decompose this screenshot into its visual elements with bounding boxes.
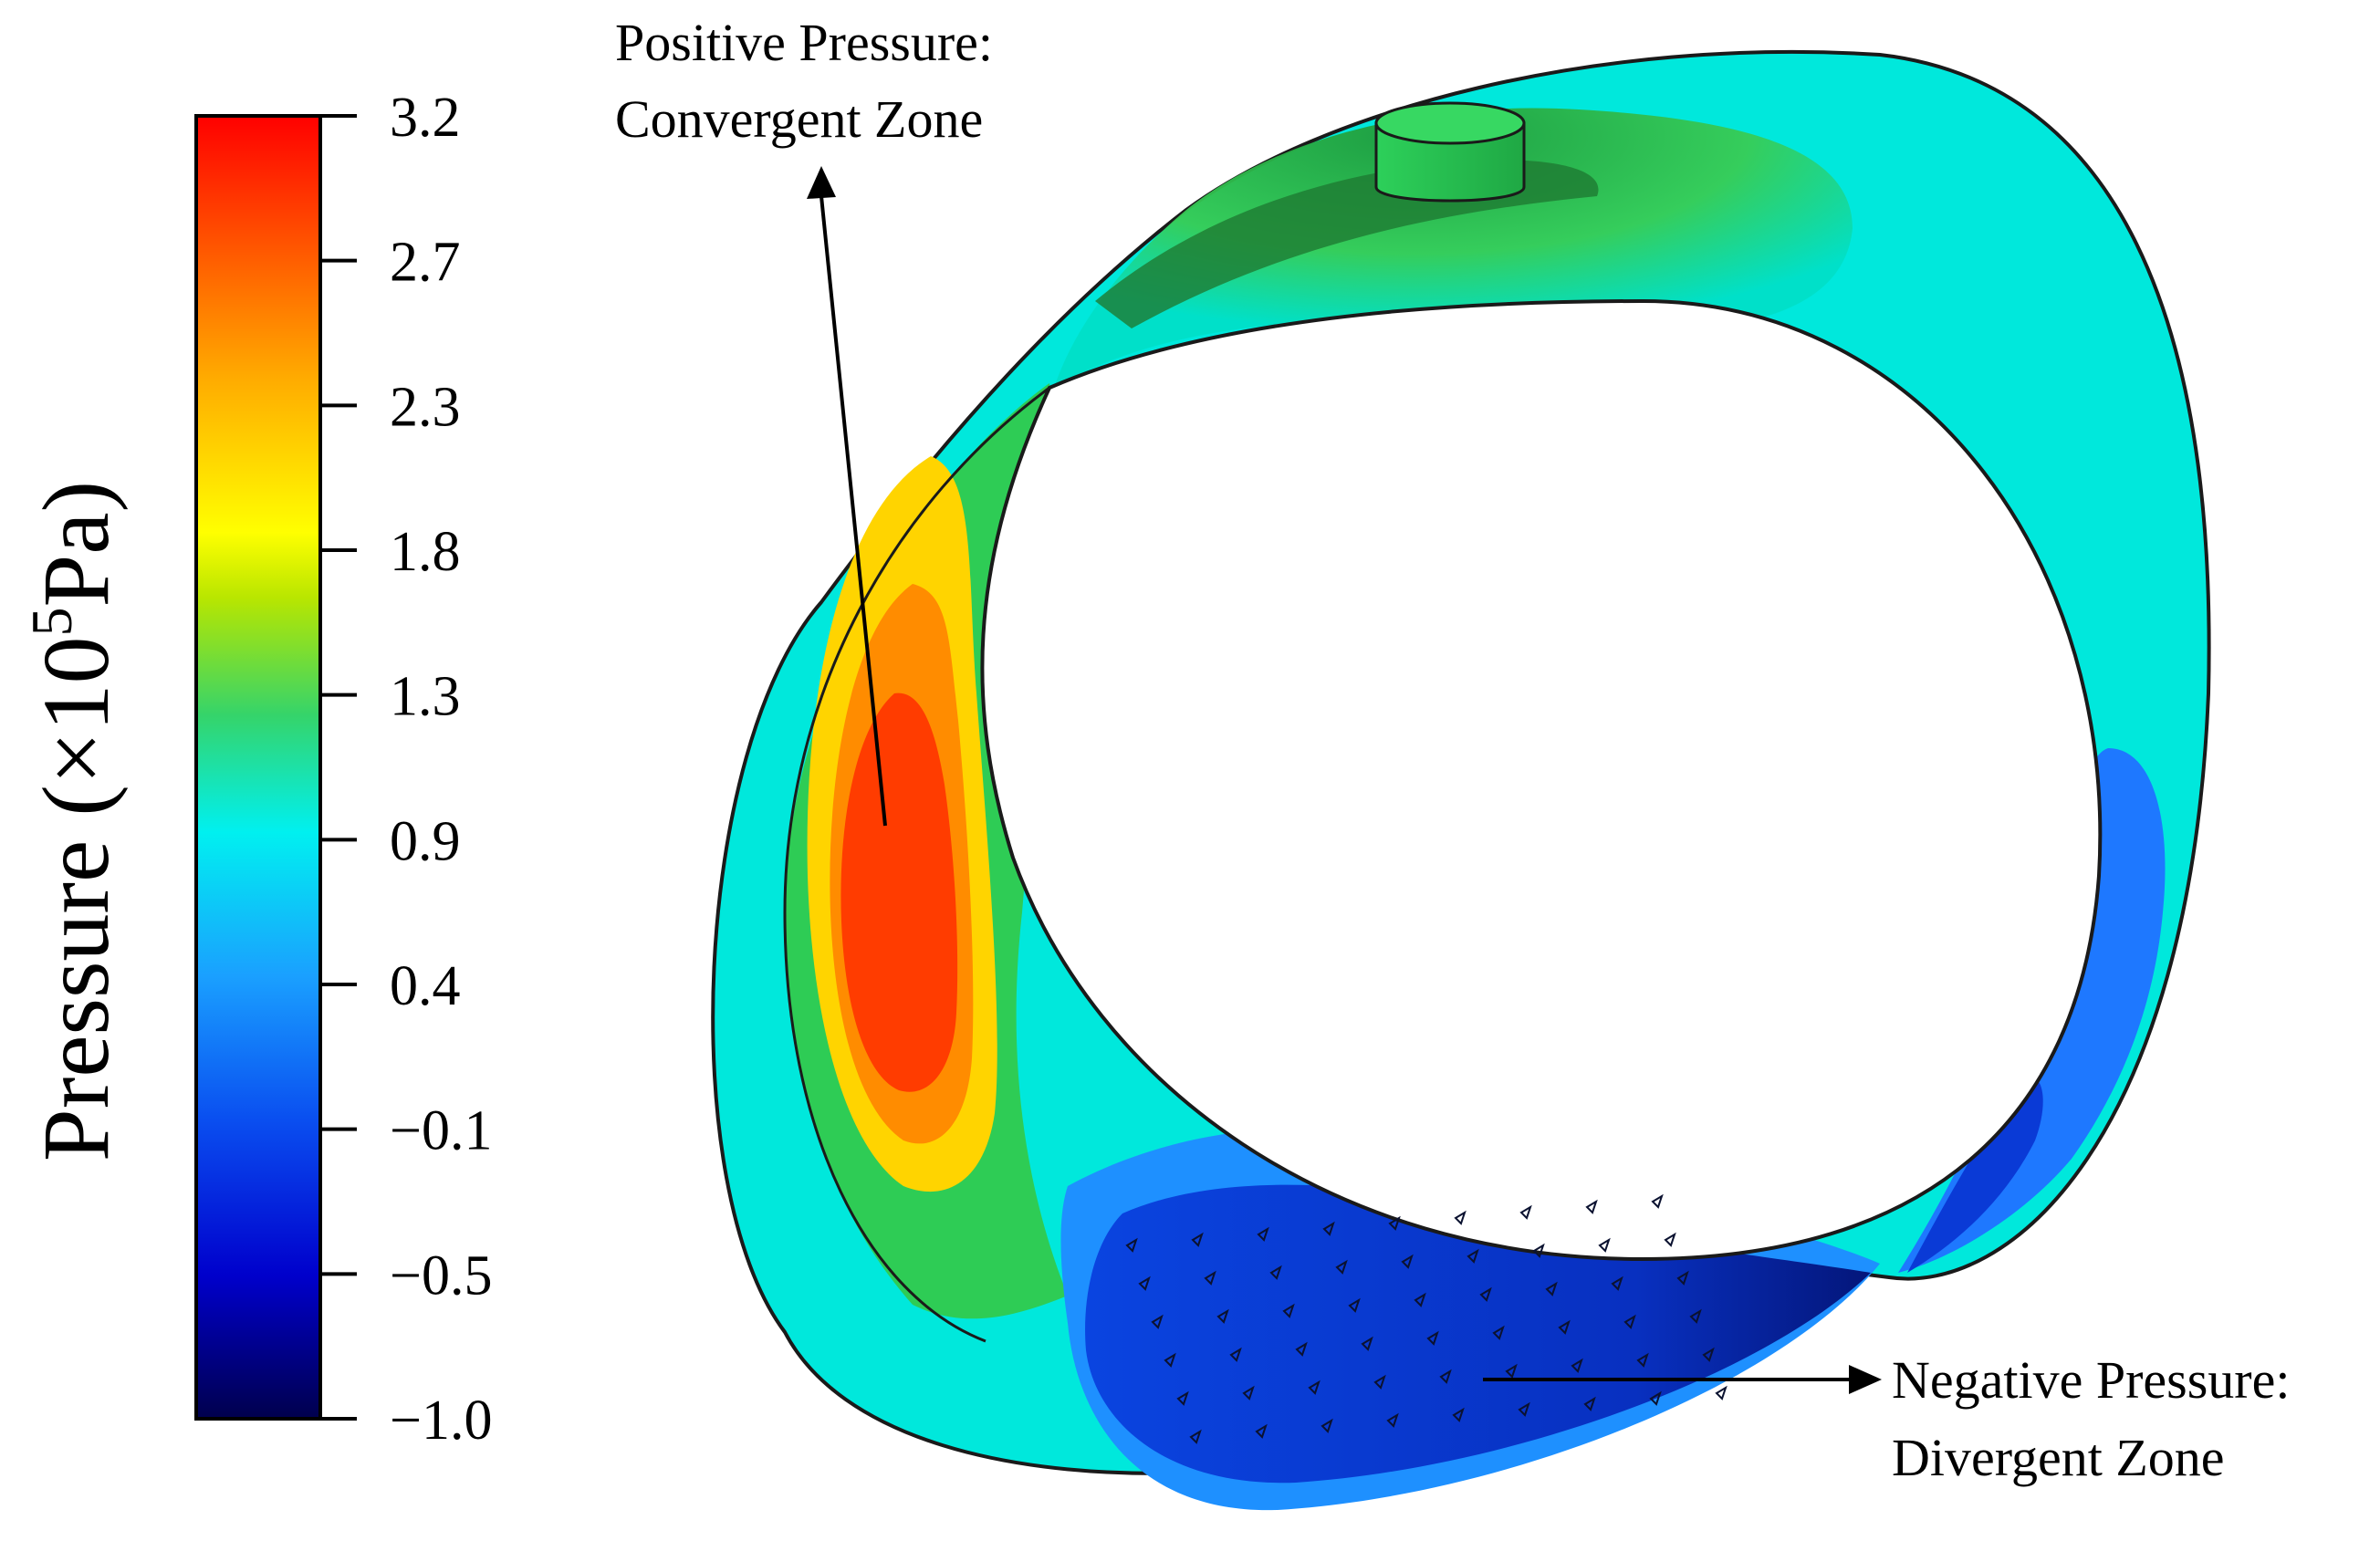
annotation-positive-arrow-line [819, 195, 887, 827]
annotation-negative-arrowhead [1849, 1365, 1882, 1394]
texture-groove [1414, 1292, 1426, 1307]
annotation-positive-line2: Convergent Zone [615, 89, 983, 149]
texture-groove [1164, 1352, 1176, 1368]
colorbar-bar [194, 114, 322, 1421]
colorbar-tick-label: −0.1 [390, 1100, 492, 1162]
texture-groove [1361, 1336, 1373, 1351]
texture-groove [1454, 1210, 1467, 1225]
texture-groove [1138, 1275, 1151, 1291]
texture-groove [1401, 1254, 1414, 1269]
colorbar-tick-label: 0.9 [390, 810, 461, 872]
texture-groove [1295, 1341, 1308, 1357]
texture-groove [1676, 1270, 1689, 1286]
texture-groove [1151, 1314, 1164, 1329]
texture-groove [1598, 1237, 1611, 1253]
texture-groove [1715, 1385, 1728, 1400]
colorbar-tick-label: −1.0 [390, 1390, 492, 1452]
texture-groove [1386, 1412, 1399, 1428]
oil-inlet-pin [1374, 101, 1526, 203]
colorbar-title: Pressure (×105Pa) [19, 481, 129, 1161]
texture-groove [1611, 1275, 1623, 1291]
texture-groove [1282, 1303, 1295, 1318]
texture-groove [1664, 1232, 1676, 1247]
texture-groove [1585, 1199, 1598, 1214]
texture-groove [1571, 1358, 1583, 1373]
surface-texture-grooves [1125, 1193, 1728, 1444]
texture-groove [1505, 1363, 1518, 1379]
colorbar: 3.2 2.7 2.3 1.8 1.3 0.9 0.4 −0.1 −0.5 −1.0 Pressu… [19, 87, 492, 1452]
texture-groove [1176, 1390, 1189, 1406]
texture-groove [1439, 1369, 1452, 1384]
texture-groove [1636, 1352, 1649, 1368]
pin-top-face [1374, 101, 1526, 145]
texture-groove [1189, 1429, 1202, 1444]
texture-groove [1320, 1418, 1333, 1433]
texture-groove [1452, 1407, 1465, 1422]
colorbar-ticks: 3.2 2.7 2.3 1.8 1.3 0.9 0.4 −0.1 −0.5 −1.0 [320, 87, 492, 1452]
texture-groove [1125, 1237, 1138, 1253]
colorbar-tick-label: 1.8 [390, 521, 461, 583]
annotation-positive: Positive Pressure: Convergent Zone [615, 13, 993, 827]
colorbar-tick-label: 2.3 [390, 376, 461, 438]
texture-groove [1269, 1265, 1282, 1280]
texture-groove [1388, 1215, 1401, 1231]
bearing-model [711, 49, 2211, 1511]
texture-groove [1255, 1423, 1268, 1439]
texture-groove [1583, 1396, 1596, 1411]
texture-groove [1257, 1226, 1269, 1242]
texture-groove [1623, 1314, 1636, 1329]
colorbar-title-exponent: 5 [19, 607, 84, 636]
texture-groove [1558, 1319, 1571, 1335]
colorbar-tick-label: 2.7 [390, 232, 461, 294]
texture-groove [1702, 1347, 1715, 1362]
texture-groove [1348, 1297, 1361, 1313]
texture-groove [1204, 1270, 1216, 1286]
annotation-positive-line1: Positive Pressure: [615, 13, 993, 72]
texture-groove [1216, 1308, 1229, 1324]
texture-groove [1519, 1204, 1532, 1220]
bearing-inner-bore [980, 298, 2103, 1262]
texture-groove [1242, 1385, 1255, 1400]
texture-groove [1651, 1193, 1664, 1209]
right-dark-blue-zone [1907, 1076, 2043, 1273]
texture-groove [1335, 1259, 1348, 1275]
peak-pressure-zone [840, 692, 958, 1092]
texture-groove [1308, 1380, 1320, 1395]
texture-groove [1492, 1325, 1505, 1340]
colorbar-tick-label: −0.5 [390, 1244, 492, 1307]
texture-groove [1649, 1390, 1662, 1406]
colorbar-tick-label: 3.2 [390, 87, 461, 149]
annotation-negative-line2: Divergent Zone [1892, 1428, 2225, 1487]
texture-groove [1229, 1347, 1242, 1362]
texture-groove [1518, 1401, 1530, 1417]
texture-groove [1373, 1374, 1386, 1390]
texture-groove [1532, 1243, 1545, 1258]
colorbar-tick-label: 0.4 [390, 955, 461, 1017]
texture-groove [1426, 1330, 1439, 1346]
annotation-negative: Negative Pressure: Divergent Zone [1483, 1350, 2290, 1487]
texture-groove [1479, 1286, 1492, 1302]
pin-body [1374, 121, 1526, 203]
annotation-negative-line1: Negative Pressure: [1892, 1350, 2290, 1410]
annotation-positive-arrowhead [807, 166, 836, 199]
texture-groove [1191, 1232, 1204, 1247]
texture-groove [1545, 1281, 1558, 1296]
colorbar-title-prefix: Pressure (×10 [24, 636, 129, 1161]
texture-groove [1322, 1221, 1335, 1236]
colorbar-title-suffix: Pa) [24, 481, 129, 608]
bearing-front-rim [783, 386, 1050, 1343]
colorbar-tick-label: 1.3 [390, 666, 461, 728]
texture-groove [1689, 1308, 1702, 1324]
top-dark-green-band [1095, 160, 1599, 328]
texture-groove [1467, 1248, 1479, 1264]
